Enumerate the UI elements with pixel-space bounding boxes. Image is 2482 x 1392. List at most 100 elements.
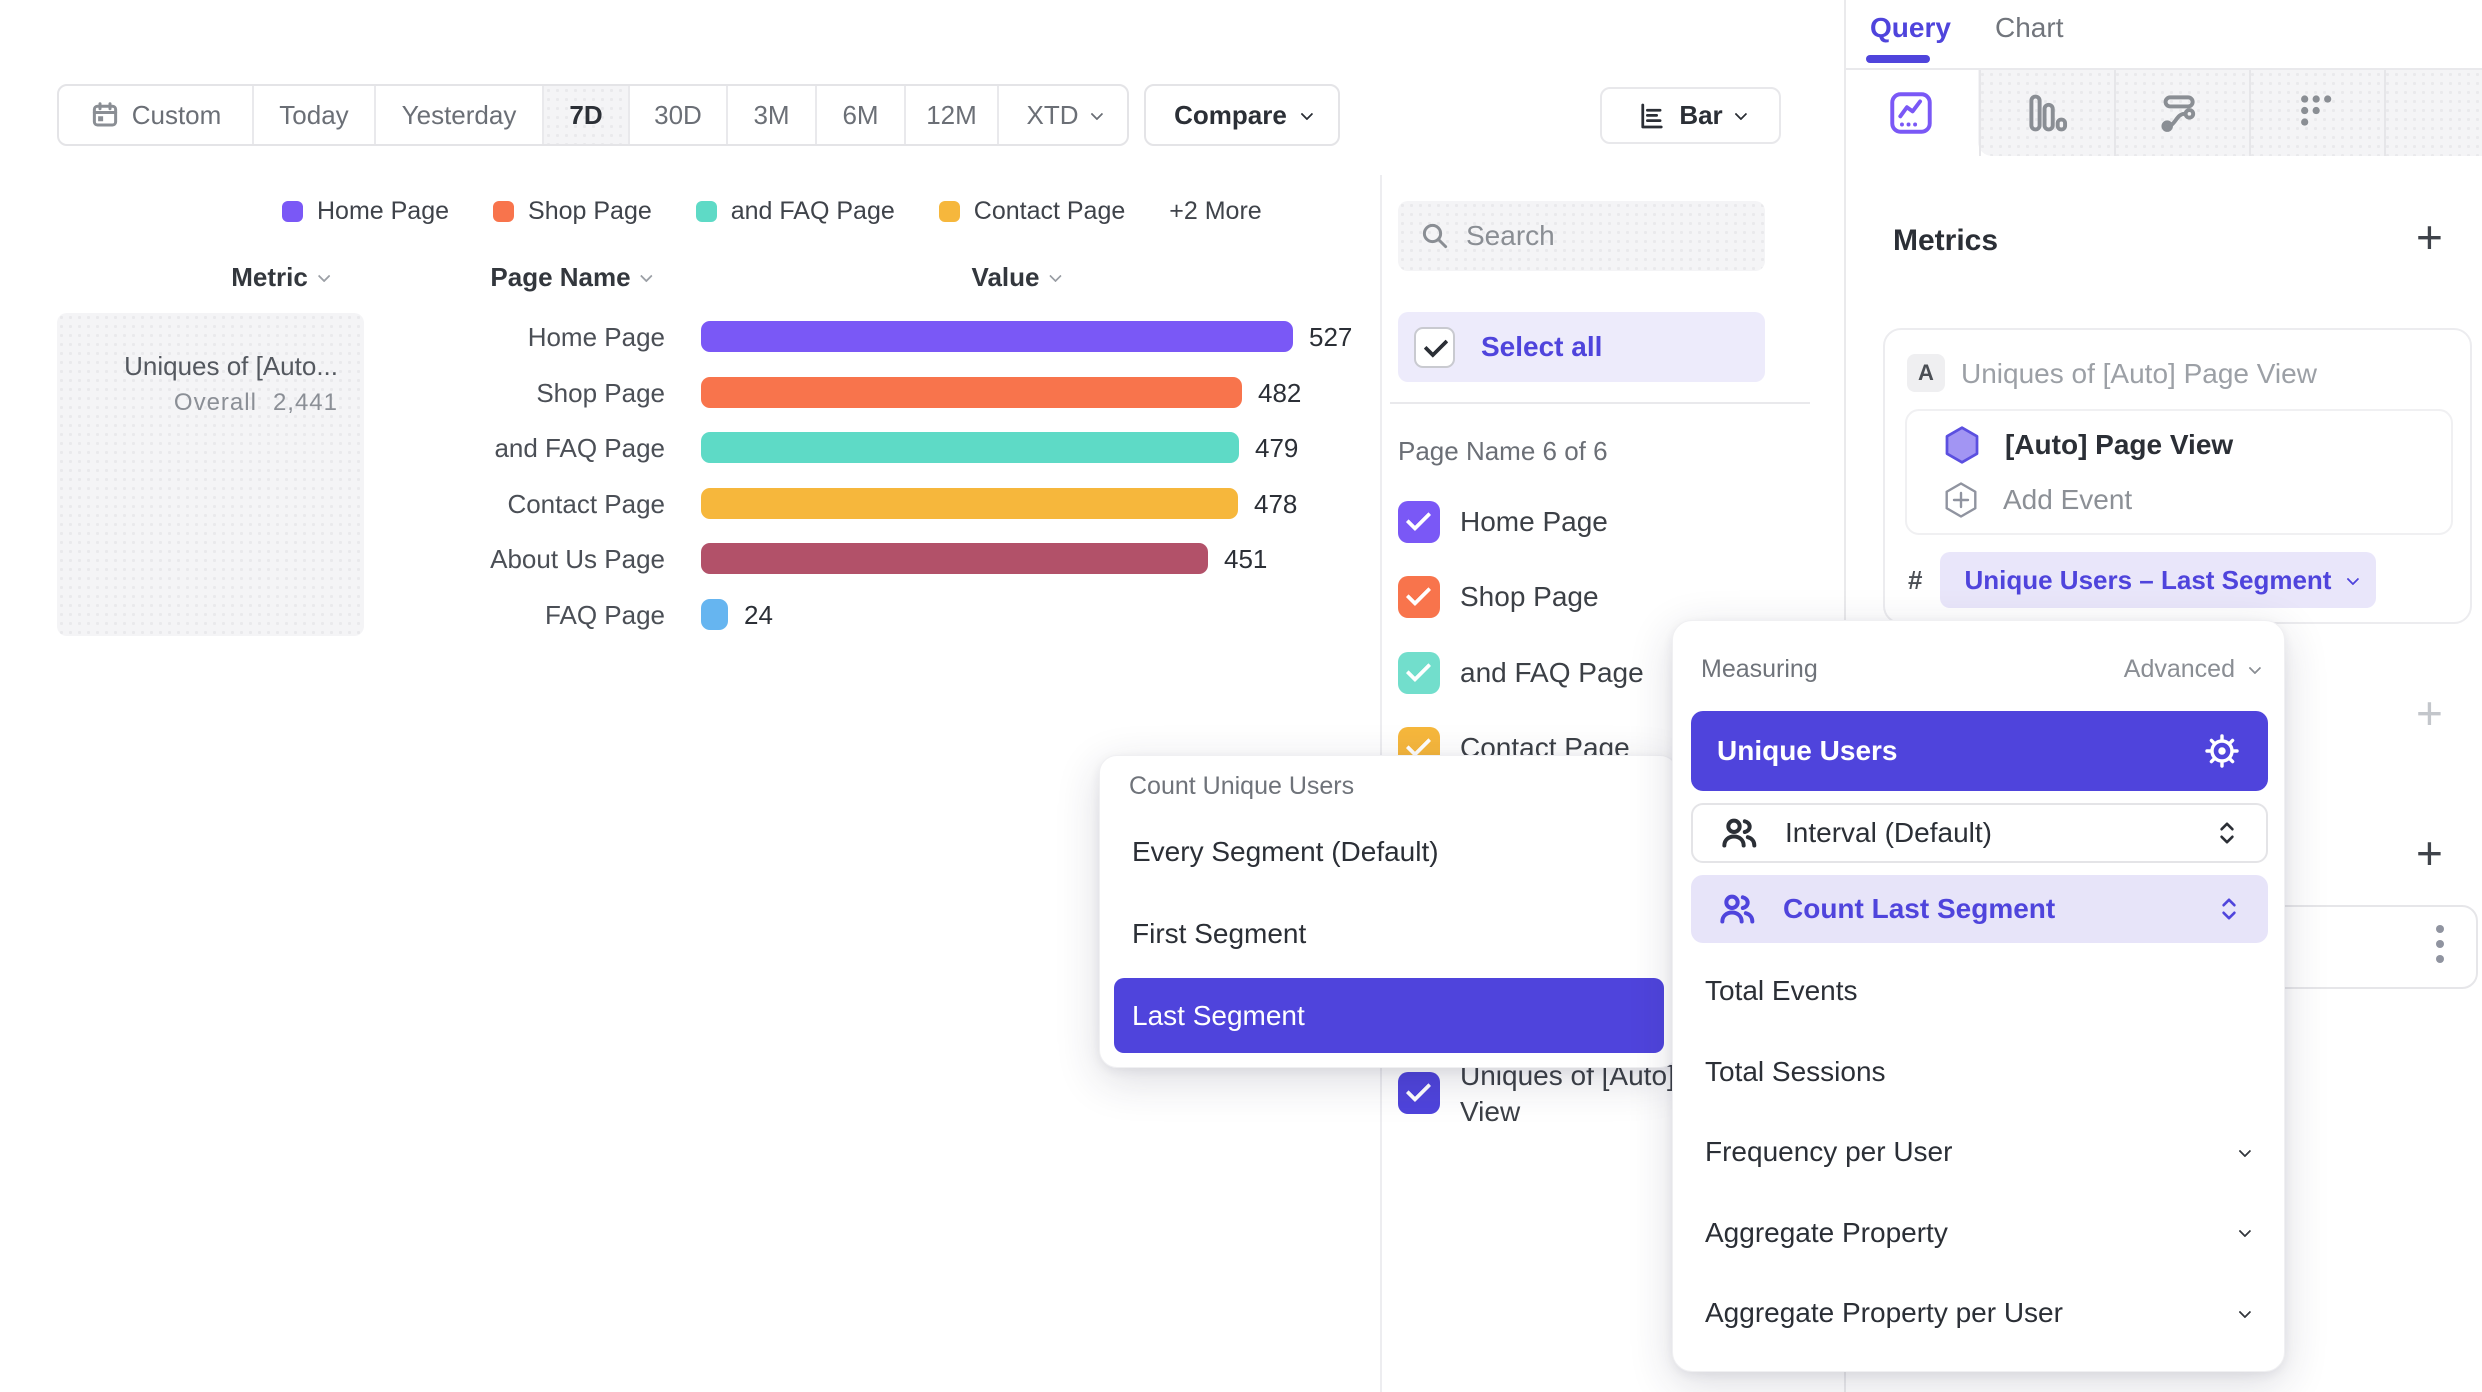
- bar-value: 482: [1258, 377, 1302, 408]
- retention-chart-icon[interactable]: [2250, 70, 2384, 156]
- date-range-label: Custom: [131, 99, 222, 130]
- bar-segment[interactable]: [701, 487, 1238, 519]
- date-range-yesterday[interactable]: Yesterday: [376, 86, 544, 144]
- chevron-down-icon: [1049, 269, 1062, 283]
- bar-segment[interactable]: [701, 321, 1293, 352]
- bar-value: 478: [1254, 488, 1298, 519]
- legend-swatch: [695, 200, 717, 222]
- legend-label: Shop Page: [528, 196, 652, 225]
- date-range-label: 12M: [926, 99, 977, 130]
- legend-item[interactable]: Shop Page: [493, 197, 652, 226]
- popover-title: Count Unique Users: [1129, 772, 1355, 800]
- add-filter-button[interactable]: +: [2416, 687, 2443, 739]
- legend-more[interactable]: +2 More: [1169, 196, 1262, 225]
- date-range-label: 3M: [753, 99, 790, 130]
- metric-cell[interactable]: Uniques of [Auto... Overall 2,441: [57, 313, 364, 636]
- sort-updown-icon[interactable]: [2216, 894, 2242, 924]
- bar-segment[interactable]: [701, 543, 1208, 575]
- option-label: Frequency per User: [1705, 1136, 1953, 1167]
- date-range-label: Today: [279, 99, 349, 130]
- segment-checkbox[interactable]: [1398, 651, 1440, 694]
- date-range-7d[interactable]: 7D: [544, 86, 630, 144]
- measuring-option[interactable]: Total Sessions: [1705, 1052, 1886, 1092]
- measurement-pill[interactable]: Unique Users – Last Segment: [1940, 552, 2377, 608]
- date-range-12m[interactable]: 12M: [906, 86, 999, 144]
- measuring-row-count-last-segment[interactable]: Count Last Segment: [1691, 875, 2268, 943]
- chart-type-label: Bar: [1679, 100, 1723, 130]
- tab-chart[interactable]: Chart: [1995, 12, 2064, 43]
- gear-icon[interactable]: [2202, 731, 2242, 771]
- compare-label: Compare: [1174, 99, 1287, 130]
- bar-segment[interactable]: [701, 599, 728, 630]
- flow-chart-icon[interactable]: [2115, 70, 2249, 156]
- select-all-checkbox[interactable]: [1414, 326, 1455, 368]
- segment-option-last-segment[interactable]: Last Segment: [1114, 978, 1664, 1053]
- segment-label[interactable]: Home Page: [1460, 506, 1608, 537]
- column-header-metric[interactable]: Metric: [231, 262, 331, 293]
- tab-query[interactable]: Query: [1870, 12, 1951, 43]
- date-range-label: 30D: [654, 99, 702, 130]
- metric-card[interactable]: A Uniques of [Auto] Page View [Auto] Pag…: [1883, 328, 2472, 624]
- date-range-custom[interactable]: Custom: [59, 86, 254, 144]
- legend-item[interactable]: Home Page: [282, 197, 449, 226]
- chevron-down-icon: [1300, 107, 1314, 120]
- measuring-option[interactable]: Frequency per User: [1705, 1132, 2252, 1172]
- measuring-row-interval-default-[interactable]: Interval (Default): [1691, 803, 2268, 863]
- unique-users-option[interactable]: Unique Users: [1691, 711, 2268, 791]
- column-header-page-name[interactable]: Page Name: [490, 262, 653, 293]
- compare-button[interactable]: Compare: [1144, 84, 1340, 146]
- segment-label[interactable]: Shop Page: [1460, 581, 1599, 613]
- date-range-6m[interactable]: 6M: [817, 86, 906, 144]
- legend-item[interactable]: and FAQ Page: [695, 197, 895, 226]
- search-icon: [1420, 221, 1450, 251]
- bar-row-label: Home Page: [527, 322, 665, 352]
- advanced-label: Advanced: [2123, 655, 2235, 683]
- measuring-option[interactable]: Aggregate Property per User: [1705, 1293, 2252, 1333]
- segment-checkbox[interactable]: [1398, 1072, 1440, 1114]
- segment-checkbox[interactable]: [1398, 501, 1440, 543]
- segment-option-first-segment[interactable]: First Segment: [1132, 918, 1307, 949]
- add-breakdown-button[interactable]: +: [2416, 827, 2443, 879]
- legend-item[interactable]: Contact Page: [938, 197, 1125, 226]
- date-range-xtd[interactable]: XTD: [999, 86, 1127, 144]
- bar-segment[interactable]: [701, 432, 1239, 464]
- segment-label[interactable]: and FAQ Page: [1460, 656, 1644, 688]
- segment-checkbox[interactable]: [1398, 576, 1440, 619]
- date-range-toolbar: Custom Today Yesterday 7D 30D 3M 6M 12M XTD: [57, 84, 1129, 146]
- sort-updown-icon[interactable]: [2214, 818, 2240, 848]
- chevron-down-icon: [2238, 1305, 2252, 1318]
- bar-row-label: FAQ Page: [545, 600, 665, 630]
- add-event-row[interactable]: Add Event: [1907, 474, 2451, 526]
- search-placeholder: Search: [1466, 220, 1555, 251]
- segment-search[interactable]: Search: [1398, 201, 1765, 271]
- measuring-option[interactable]: Total Events: [1705, 971, 1858, 1011]
- bar-chart-icon[interactable]: [1980, 70, 2114, 156]
- chart-type-dropdown[interactable]: Bar: [1600, 87, 1781, 144]
- unique-users-label: Unique Users: [1717, 735, 1898, 766]
- select-all-row[interactable]: Select all: [1398, 312, 1765, 382]
- column-header-value[interactable]: Value: [972, 262, 1062, 293]
- segment-option-every-segment-default-[interactable]: Every Segment (Default): [1132, 836, 1439, 867]
- date-range-label: Yesterday: [401, 99, 517, 130]
- event-row[interactable]: [Auto] Page View: [1907, 419, 2451, 471]
- measuring-option[interactable]: Aggregate Property: [1705, 1213, 2252, 1253]
- insights-chart-icon[interactable]: [1844, 70, 1978, 156]
- date-range-30d[interactable]: 30D: [630, 86, 728, 144]
- legend-label: Home Page: [317, 196, 450, 225]
- select-all-label: Select all: [1481, 331, 1603, 362]
- measurement-pill-label: Unique Users – Last Segment: [1964, 564, 2332, 595]
- divider: [2249, 70, 2251, 156]
- date-range-today[interactable]: Today: [254, 86, 376, 144]
- advanced-toggle[interactable]: Advanced: [2123, 655, 2262, 684]
- more-options-icon[interactable]: [2436, 925, 2444, 963]
- bar-row-label: About Us Page: [490, 544, 665, 575]
- date-range-3m[interactable]: 3M: [728, 86, 817, 144]
- legend-swatch: [938, 200, 960, 222]
- option-label: Total Events: [1705, 975, 1858, 1006]
- chevron-down-icon: [2238, 1144, 2252, 1157]
- bar-value: 527: [1309, 322, 1353, 352]
- add-metric-button[interactable]: +: [2416, 211, 2443, 263]
- people-icon: [1717, 889, 1757, 929]
- bar-segment[interactable]: [701, 376, 1242, 408]
